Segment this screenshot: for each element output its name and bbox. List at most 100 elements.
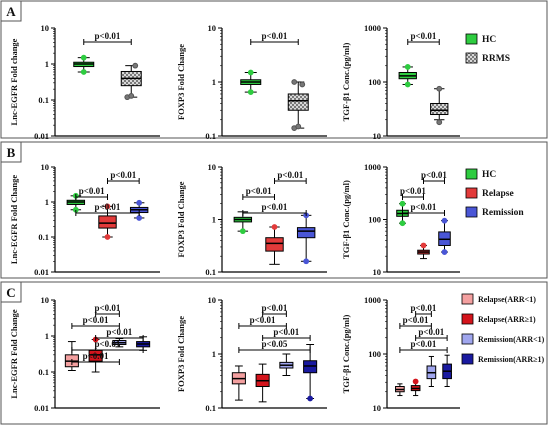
y-tick-label: 10: [373, 131, 382, 141]
outlier-point: [136, 215, 143, 221]
box: [98, 215, 117, 229]
p-value-label: p<0.01: [411, 303, 437, 313]
p-value-label: p<0.01: [262, 202, 288, 212]
outlier-point: [412, 378, 419, 385]
panel-letter: A: [6, 4, 16, 19]
p-value-label: p<0.01: [83, 351, 109, 361]
legend-swatch: [461, 333, 474, 345]
legend-swatch: [461, 313, 474, 325]
outlier-point: [420, 242, 427, 249]
outlier-point: [399, 200, 406, 207]
outlier-point: [104, 203, 111, 210]
p-value-label: p<0.01: [262, 31, 288, 41]
y-tick-label: 10: [41, 162, 50, 172]
y-tick-label: 0.01: [34, 403, 49, 413]
outlier-point: [303, 258, 310, 265]
y-tick-label: 0.1: [205, 131, 216, 141]
y-tick-label: 100: [368, 349, 381, 359]
y-tick-label: 100: [368, 77, 381, 87]
outlier-point: [441, 249, 448, 255]
legend-B: HC Relapse Remission: [465, 168, 524, 218]
panel-letter-box: [0, 281, 22, 303]
p-value-label: p<0.01: [403, 315, 429, 325]
y-tick-label: 10: [208, 162, 217, 172]
legend-swatch: [461, 293, 474, 305]
y-tick-label: 1: [45, 331, 49, 341]
p-value-label: p<0.01: [418, 327, 444, 337]
y-tick-label: 0.1: [205, 267, 216, 277]
y-axis-label: FOXP3 Fold Change: [176, 316, 186, 392]
chart-3: 10 100 1000 TGF-β1 Conc.(pg/ml) p<0.01: [341, 23, 460, 141]
outlier-point: [247, 69, 254, 76]
legend-C: Relapse(ARR<1) Relapse(ARR≥1) Remission(AR…: [461, 293, 545, 365]
outlier-point: [441, 217, 448, 224]
p-value-label: p<0.01: [421, 170, 447, 180]
y-axis-label: FOXP3 Fold Change: [176, 44, 186, 120]
p-value-label: p<0.01: [110, 170, 136, 180]
y-tick-label: 10: [208, 23, 217, 33]
chart-4: 0.01 0.1 1 10 Lnc-EGFR Fold Change p<0.01 p<0.…: [9, 162, 160, 277]
legend-label: Relapse: [482, 189, 514, 199]
chart-6: 10 100 1000 TGF-β1 Conc.(pg/ml) p<0.01 p<0.01…: [341, 162, 460, 277]
panel-letter: C: [6, 285, 15, 300]
box: [265, 237, 284, 252]
legend-label: RRMS: [482, 54, 510, 64]
panel-frame: [0, 281, 548, 425]
y-tick-label: 0.1: [205, 403, 216, 413]
chart-5: 0.1 1 10 FOXP3 Fold Change p<0.01 p<0.01 p<0.0…: [176, 162, 327, 277]
legend-label: HC: [482, 35, 496, 45]
legend-label: Relapse(ARR≥1): [478, 315, 536, 324]
p-value-label: p<0.01: [95, 31, 121, 41]
outlier-point: [104, 234, 111, 240]
outlier-point: [291, 79, 298, 85]
y-tick-label: 10: [208, 295, 217, 305]
p-value-label: p<0.01: [95, 303, 121, 313]
outlier-point: [436, 119, 443, 126]
y-tick-label: 0.1: [38, 367, 49, 377]
y-tick-label: 0.1: [38, 95, 49, 105]
chart-8: 0.1 1 10 FOXP3 Fold Change p<0.05 p<0.01 p<0.0…: [176, 295, 327, 413]
p-value-label: p<0.01: [400, 186, 426, 196]
chart-7: 0.01 0.1 1 10 Lnc-EGFR Fold Change p<0.01 p<0.…: [9, 295, 160, 413]
y-tick-label: 10: [373, 267, 382, 277]
outlier-point: [299, 81, 306, 88]
legend-A: HC RRMS: [465, 33, 510, 64]
panel-letter: B: [7, 145, 16, 160]
outlier-point: [80, 54, 87, 61]
chart-1: 0.01 0.1 1 10 Lnc-EGFR Fold change p<0.01: [9, 23, 160, 141]
chart-2: 0.1 1 10 FOXP3 Fold Change p<0.01: [176, 23, 327, 141]
p-value-label: p<0.05: [262, 339, 288, 349]
p-value-label: p<0.01: [95, 339, 121, 349]
box: [287, 93, 309, 111]
y-axis-label: FOXP3 Fold Change: [176, 181, 186, 257]
legend-label: Remission(ARR≥1): [478, 355, 545, 364]
legend-label: Relapse(ARR<1): [478, 295, 536, 304]
y-axis-label: Lnc-EGFR Fold Change: [9, 309, 19, 398]
y-tick-label: 1: [45, 59, 49, 69]
y-tick-label: 1: [212, 215, 216, 225]
y-tick-label: 10: [41, 23, 50, 33]
y-tick-label: 1: [45, 197, 49, 207]
box: [430, 102, 449, 116]
p-value-label: p<0.01: [95, 202, 121, 212]
y-tick-label: 1000: [364, 23, 381, 33]
outlier-point: [136, 199, 143, 206]
legend-label: Remission(ARR<1): [478, 335, 545, 344]
p-value-label: p<0.01: [83, 315, 109, 325]
legend-swatch: [465, 33, 478, 45]
outlier-point: [239, 228, 246, 235]
legend-swatch: [461, 353, 474, 365]
outlier-point: [399, 220, 406, 227]
y-tick-label: 0.01: [34, 267, 49, 277]
panel-letter-box: [0, 141, 22, 163]
outlier-point: [80, 69, 87, 75]
p-value-label: p<0.01: [246, 186, 272, 196]
y-tick-label: 1: [212, 349, 216, 359]
y-tick-label: 10: [373, 403, 382, 413]
outlier-point: [247, 89, 254, 96]
outlier-point: [404, 81, 411, 88]
legend-swatch: [465, 168, 478, 180]
outlier-point: [295, 123, 302, 130]
p-value-label: p<0.01: [273, 327, 299, 337]
y-tick-label: 100: [368, 215, 381, 225]
